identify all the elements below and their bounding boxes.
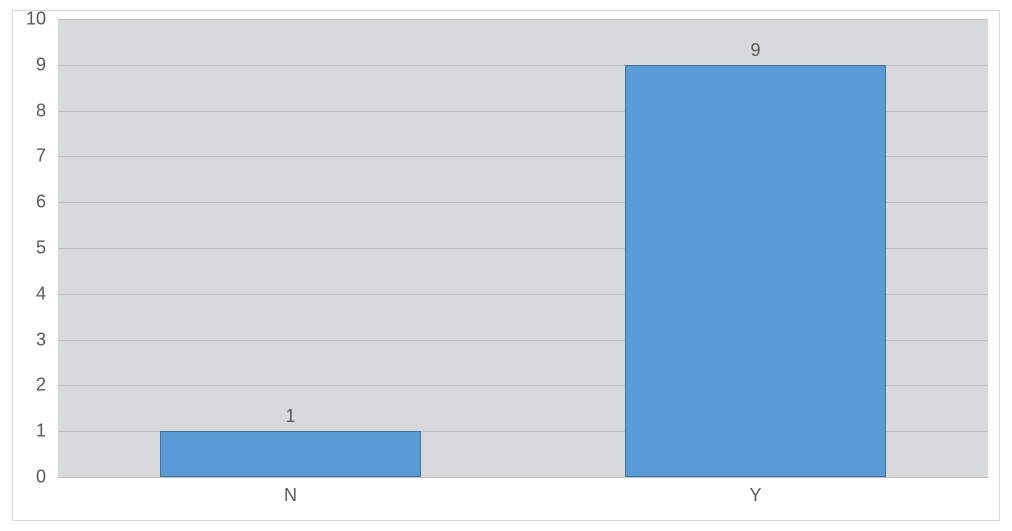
y-tick-label: 9	[13, 54, 46, 75]
data-label: 9	[750, 40, 760, 61]
x-tick-label: Y	[749, 485, 761, 506]
y-tick-label: 7	[13, 146, 46, 167]
y-tick-label: 10	[13, 9, 46, 30]
y-tick-label: 2	[13, 375, 46, 396]
y-tick-label: 6	[13, 192, 46, 213]
bar	[160, 431, 420, 477]
y-tick-label: 1	[13, 421, 46, 442]
gridline	[58, 19, 988, 20]
gridline	[58, 477, 988, 478]
chart-frame: 19 012345678910NY	[12, 10, 1000, 521]
plot-area: 19	[58, 19, 988, 477]
y-tick-label: 8	[13, 100, 46, 121]
y-tick-label: 4	[13, 283, 46, 304]
bar	[625, 65, 885, 477]
y-tick-label: 0	[13, 467, 46, 488]
data-label: 1	[285, 406, 295, 427]
x-tick-label: N	[284, 485, 297, 506]
y-tick-label: 5	[13, 238, 46, 259]
y-tick-label: 3	[13, 329, 46, 350]
